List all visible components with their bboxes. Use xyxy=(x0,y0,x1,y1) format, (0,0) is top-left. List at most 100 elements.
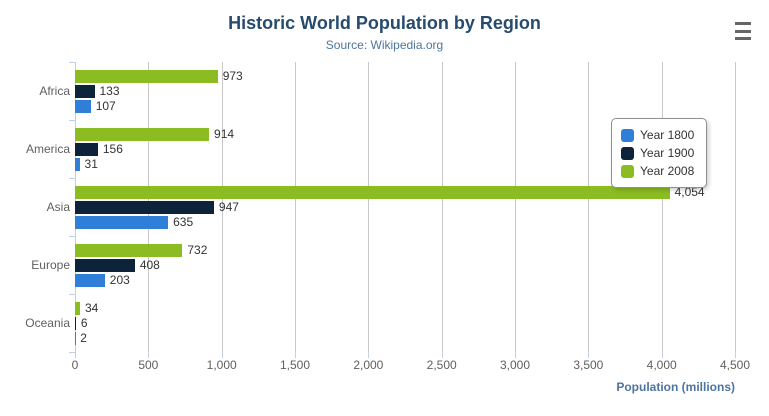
gridline xyxy=(441,62,443,352)
x-tick-label: 4,000 xyxy=(646,358,677,372)
gridline xyxy=(588,62,590,352)
data-label: 133 xyxy=(99,83,120,98)
legend-item-year-1900[interactable]: Year 1900 xyxy=(621,144,694,162)
bar-group-slot: 133 xyxy=(75,83,735,98)
bar-group-slot: 947 xyxy=(75,199,735,214)
bar-oceania-year-2008[interactable] xyxy=(75,301,80,315)
category-row: 914 156 31 xyxy=(75,120,735,178)
legend-swatch-icon xyxy=(621,128,634,142)
category-label-oceania: Oceania xyxy=(25,316,70,330)
bar-group-slot: 635 xyxy=(75,214,735,229)
category-label-america: America xyxy=(25,142,70,156)
bar-europe-year-1900[interactable] xyxy=(75,258,135,272)
y-axis-tick xyxy=(69,120,75,121)
data-label: 973 xyxy=(222,68,243,83)
category-label-europe: Europe xyxy=(31,258,70,272)
bar-group-slot: 34 xyxy=(75,300,735,315)
data-label: 156 xyxy=(102,141,123,156)
bar-group-slot: 973 xyxy=(75,68,735,83)
x-axis-tick xyxy=(588,352,590,358)
bar-africa-year-2008[interactable] xyxy=(75,69,218,83)
y-axis-tick xyxy=(69,236,75,237)
bar-europe-year-1800[interactable] xyxy=(75,273,105,287)
bar-asia-year-2008[interactable] xyxy=(75,185,670,199)
data-label: 6 xyxy=(80,315,88,330)
x-axis-title: Population (millions) xyxy=(616,380,735,394)
legend-item-year-2008[interactable]: Year 2008 xyxy=(621,162,694,180)
category-row: 732 408 203 xyxy=(75,236,735,294)
bar-america-year-1900[interactable] xyxy=(75,142,98,156)
legend-item-year-1800[interactable]: Year 1800 xyxy=(621,126,694,144)
category-row: 34 6 2 xyxy=(75,294,735,352)
category-row: 4,054 947 635 xyxy=(75,178,735,236)
data-label: 635 xyxy=(173,214,194,229)
x-tick-label: 1,500 xyxy=(279,358,311,372)
bar-group-slot: 6 xyxy=(75,315,735,330)
chart-title: Historic World Population by Region xyxy=(228,13,541,33)
x-axis-tick xyxy=(735,352,736,358)
x-axis-tick xyxy=(148,352,150,358)
y-axis-tick xyxy=(69,178,75,179)
gridline xyxy=(661,62,663,352)
x-tick-label: 0 xyxy=(71,358,79,372)
bar-america-year-2008[interactable] xyxy=(75,127,210,141)
y-axis-tick xyxy=(69,294,75,295)
data-label: 947 xyxy=(218,199,239,214)
x-tick-label: 3,000 xyxy=(499,358,531,372)
x-tick-label: 1,000 xyxy=(206,358,237,372)
bar-asia-year-1900[interactable] xyxy=(75,200,214,214)
data-label: 34 xyxy=(84,300,99,315)
chart-subtitle: Source: Wikipedia.org xyxy=(325,38,444,52)
category-row: 973 133 107 xyxy=(75,62,735,120)
x-axis-tick xyxy=(75,352,76,358)
bar-group-slot: 107 xyxy=(75,98,735,113)
data-label: 2 xyxy=(80,330,87,345)
y-axis-tick xyxy=(69,62,75,63)
gridline xyxy=(368,62,370,352)
category-label-africa: Africa xyxy=(39,84,70,98)
legend-label: Year 1900 xyxy=(640,146,695,160)
legend-label: Year 2008 xyxy=(640,164,695,178)
data-label: 914 xyxy=(214,126,235,141)
data-label: 203 xyxy=(109,272,130,287)
bar-africa-year-1800[interactable] xyxy=(75,99,91,113)
plot-area: 973 133 107 914 156 31 4,054 947 635 732 408 203 34 6… xyxy=(69,62,736,358)
data-label: 4,054 xyxy=(674,184,705,199)
y-axis-tick xyxy=(69,352,75,353)
data-label: 408 xyxy=(139,257,160,272)
x-axis-tick xyxy=(368,352,370,358)
data-label: 107 xyxy=(95,98,116,113)
gridline xyxy=(221,62,223,352)
bar-group-slot: 156 xyxy=(75,141,735,156)
hamburger-menu-icon[interactable] xyxy=(733,22,753,40)
bar-america-year-1800[interactable] xyxy=(75,157,80,171)
bar-group-slot: 31 xyxy=(75,156,735,171)
data-label: 732 xyxy=(187,242,208,257)
x-axis-tick xyxy=(295,352,296,358)
bar-group-slot: 203 xyxy=(75,272,735,287)
x-axis-tick xyxy=(515,352,516,358)
bar-oceania-year-1900[interactable] xyxy=(75,316,76,330)
bar-group-slot: 914 xyxy=(75,126,735,141)
legend-swatch-icon xyxy=(621,146,634,160)
bar-group-slot: 4,054 xyxy=(75,184,735,199)
x-axis-tick xyxy=(441,352,443,358)
x-axis-tick xyxy=(661,352,663,358)
bar-asia-year-1800[interactable] xyxy=(75,215,169,229)
data-label: 31 xyxy=(84,156,98,171)
bar-europe-year-2008[interactable] xyxy=(75,243,183,257)
x-tick-label: 4,500 xyxy=(719,358,751,372)
bar-group-slot: 732 xyxy=(75,242,735,257)
gridline xyxy=(515,62,516,352)
gridline xyxy=(295,62,296,352)
x-tick-label: 500 xyxy=(138,358,159,372)
legend-swatch-icon xyxy=(621,164,634,178)
category-label-asia: Asia xyxy=(46,200,70,214)
bar-group-slot: 2 xyxy=(75,330,735,345)
x-tick-label: 2,500 xyxy=(426,358,457,372)
legend: Year 1800 Year 1900 Year 2008 xyxy=(611,118,708,188)
bar-africa-year-1900[interactable] xyxy=(75,84,95,98)
gridline xyxy=(735,62,736,352)
x-axis-tick xyxy=(221,352,223,358)
